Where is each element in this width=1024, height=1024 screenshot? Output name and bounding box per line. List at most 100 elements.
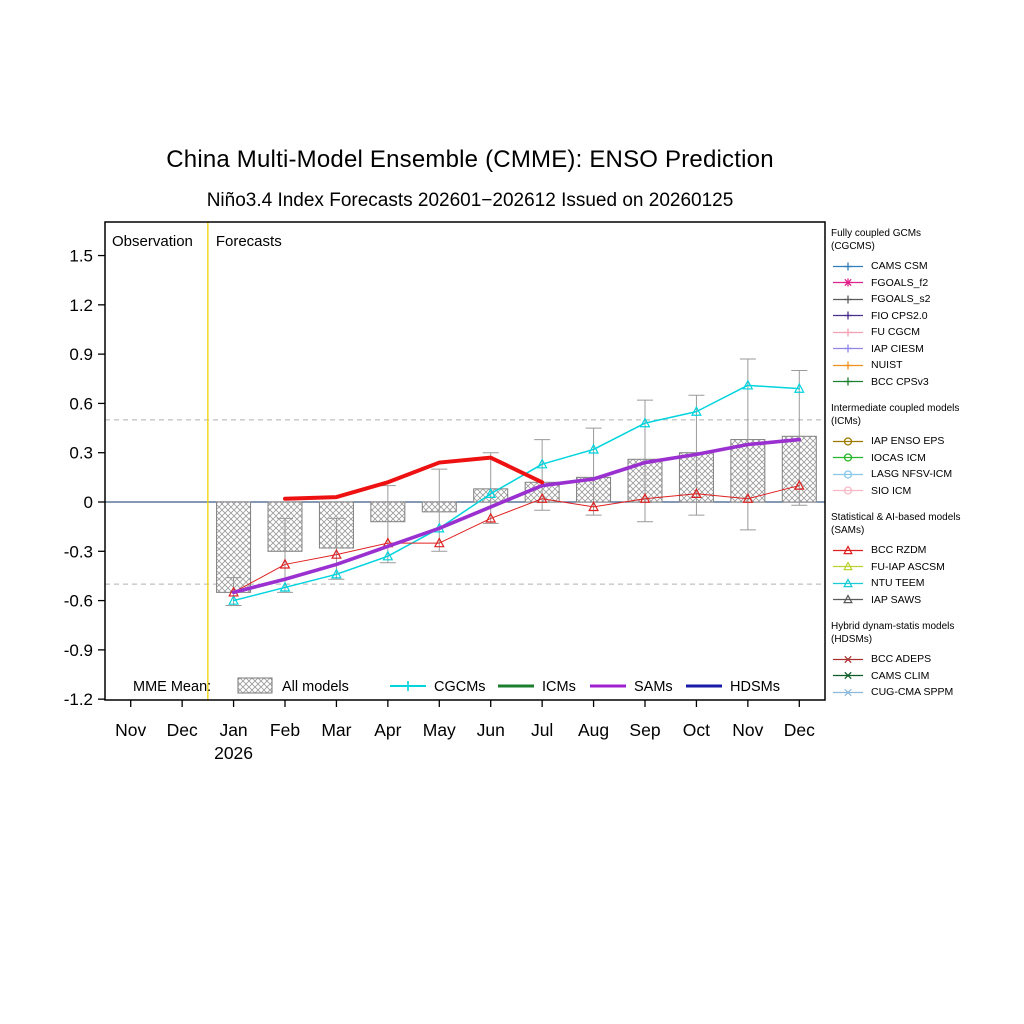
legend-item-label: FGOALS_s2 — [871, 293, 931, 306]
mme-mean-legend: MME Mean: All models CGCMs ICMs SAMs HDSMs — [133, 677, 780, 695]
triangle-marker-icon — [833, 561, 863, 571]
mme-legend-label: ICMs — [542, 679, 576, 695]
legend-group-header: Intermediate coupled models (ICMs) — [831, 403, 960, 427]
mme-legend-label: All models — [282, 679, 349, 695]
legend-item-label: FIO CPS2.0 — [871, 309, 928, 322]
legend-item: IAP ENSO EPS — [831, 433, 1023, 450]
legend-item-label: CAMS CLIM — [871, 669, 930, 682]
y-tick-label: 0.6 — [69, 394, 93, 413]
legend-item-label: IOCAS ICM — [871, 451, 926, 464]
legend-item: BCC RZDM — [831, 542, 1023, 559]
legend-item: NUIST — [831, 357, 1023, 374]
legend-item: FU CGCM — [831, 324, 1023, 341]
legend-item-label: CAMS CSM — [871, 260, 928, 273]
plus-marker-icon — [833, 328, 863, 337]
legend-item: CUG-CMA SPPM — [831, 684, 1023, 701]
triangle-marker-icon — [833, 594, 863, 604]
forecasts-label: Forecasts — [216, 233, 282, 250]
series-bcc-rzdm — [228, 479, 805, 597]
x-marker-icon — [833, 688, 863, 696]
y-axis: 1.5 1.2 0.9 0.6 0.3 0 -0.3 -0.6 -0.9 -1.2 — [64, 247, 105, 709]
x-marker-icon — [833, 672, 863, 680]
legend-item: BCC CPSv3 — [831, 374, 1023, 391]
legend-item: NTU TEEM — [831, 575, 1023, 592]
triangle-marker-icon — [833, 544, 863, 555]
legend-item-label: BCC ADEPS — [871, 653, 932, 666]
legend-item: FGOALS_f2 — [831, 275, 1023, 292]
x-tick-label: Dec — [167, 720, 198, 740]
legend-item-label: BCC CPSv3 — [871, 375, 929, 388]
circle-marker-icon — [833, 437, 863, 446]
plus-marker-icon — [833, 344, 863, 353]
legend-item-label: LASG NFSV-ICM — [871, 468, 953, 481]
x-tick-label: Sep — [629, 720, 660, 740]
all-models-swatch — [237, 677, 273, 694]
legend-item: CAMS CLIM — [831, 668, 1023, 685]
legend-item-label: NUIST — [871, 359, 903, 372]
error-bar — [585, 427, 602, 516]
legend-group: Fully coupled GCMs (CGCMS) CAMS CSM FGOAL… — [831, 228, 1023, 390]
legend-item-label: IAP SAWS — [871, 593, 922, 606]
mme-legend-label: CGCMs — [434, 679, 486, 695]
circle-marker-icon — [833, 486, 863, 495]
chart-title: China Multi-Model Ensemble (CMME): ENSO … — [166, 146, 774, 173]
legend-group: Intermediate coupled models (ICMs) IAP EN… — [831, 403, 1023, 499]
y-tick-label: -0.6 — [64, 592, 93, 611]
legend-item-label: FU-IAP ASCSM — [871, 560, 945, 573]
series-icms-mean — [283, 455, 545, 501]
x-tick-label: Feb — [270, 720, 300, 740]
mme-mean-legend-title: MME Mean: — [133, 679, 211, 695]
x-tick-label: Oct — [683, 720, 710, 740]
y-tick-label: 1.5 — [69, 247, 93, 266]
x-tick-label: Jan — [219, 720, 247, 740]
x-marker-icon — [833, 655, 863, 663]
circle-marker-icon — [833, 470, 863, 479]
series-cgcms-mean — [228, 379, 805, 605]
y-tick-label: 0 — [84, 493, 93, 512]
plus-marker-icon — [833, 295, 863, 304]
legend-item-label: SIO ICM — [871, 484, 912, 497]
plot-border — [104, 221, 826, 701]
series-sams-mean — [231, 437, 802, 595]
plus-marker-icon — [833, 377, 863, 386]
legend-group-header: Fully coupled GCMs (CGCMS) — [831, 228, 922, 252]
triangle-marker-icon — [833, 577, 863, 588]
legend-group-header: Statistical & AI-based models (SAMs) — [831, 512, 961, 536]
mme-legend-label: HDSMs — [730, 679, 780, 695]
y-tick-label: -0.3 — [64, 542, 93, 561]
legend-item: FU-IAP ASCSM — [831, 559, 1023, 576]
x-axis: Nov Dec Jan Feb Mar Apr May Jun Jul Aug Sep Oct Nov D… — [115, 700, 815, 763]
legend-item: LASG NFSV-ICM — [831, 466, 1023, 483]
legend-item-label: FGOALS_f2 — [871, 276, 929, 289]
legend-item-label: IAP ENSO EPS — [871, 435, 945, 448]
legend-item: CAMS CSM — [831, 258, 1023, 275]
legend-item: IAP CIESM — [831, 341, 1023, 358]
circle-marker-icon — [833, 453, 863, 462]
x-tick-label: Mar — [321, 720, 351, 740]
y-tick-label: 0.3 — [69, 444, 93, 463]
x-tick-label: May — [423, 720, 456, 740]
legend-item-label: BCC RZDM — [871, 544, 927, 557]
legend-group-header: Hybrid dynam-statis models (HDSMs) — [831, 621, 955, 645]
x-tick-label: Apr — [374, 720, 401, 740]
legend-item: IAP SAWS — [831, 592, 1023, 609]
x-tick-label: Jun — [477, 720, 505, 740]
y-tick-label: 0.9 — [69, 345, 93, 364]
plus-marker-icon — [833, 361, 863, 370]
mme-legend-label: SAMs — [634, 679, 673, 695]
x-year-label: 2026 — [214, 743, 253, 763]
legend-item-label: CUG-CMA SPPM — [871, 686, 954, 699]
legend-item-label: NTU TEEM — [871, 577, 925, 590]
region-labels: Observation Forecasts — [112, 233, 282, 250]
x-tick-label: Dec — [784, 720, 815, 740]
legend-item: IOCAS ICM — [831, 450, 1023, 467]
x-tick-label: Aug — [578, 720, 609, 740]
legend-item: FIO CPS2.0 — [831, 308, 1023, 325]
plus-marker-icon — [833, 311, 863, 320]
legend-item-label: IAP CIESM — [871, 342, 924, 355]
chart-subtitle: Niño3.4 Index Forecasts 202601−202612 Is… — [206, 190, 734, 211]
y-tick-label: -1.2 — [64, 690, 93, 709]
